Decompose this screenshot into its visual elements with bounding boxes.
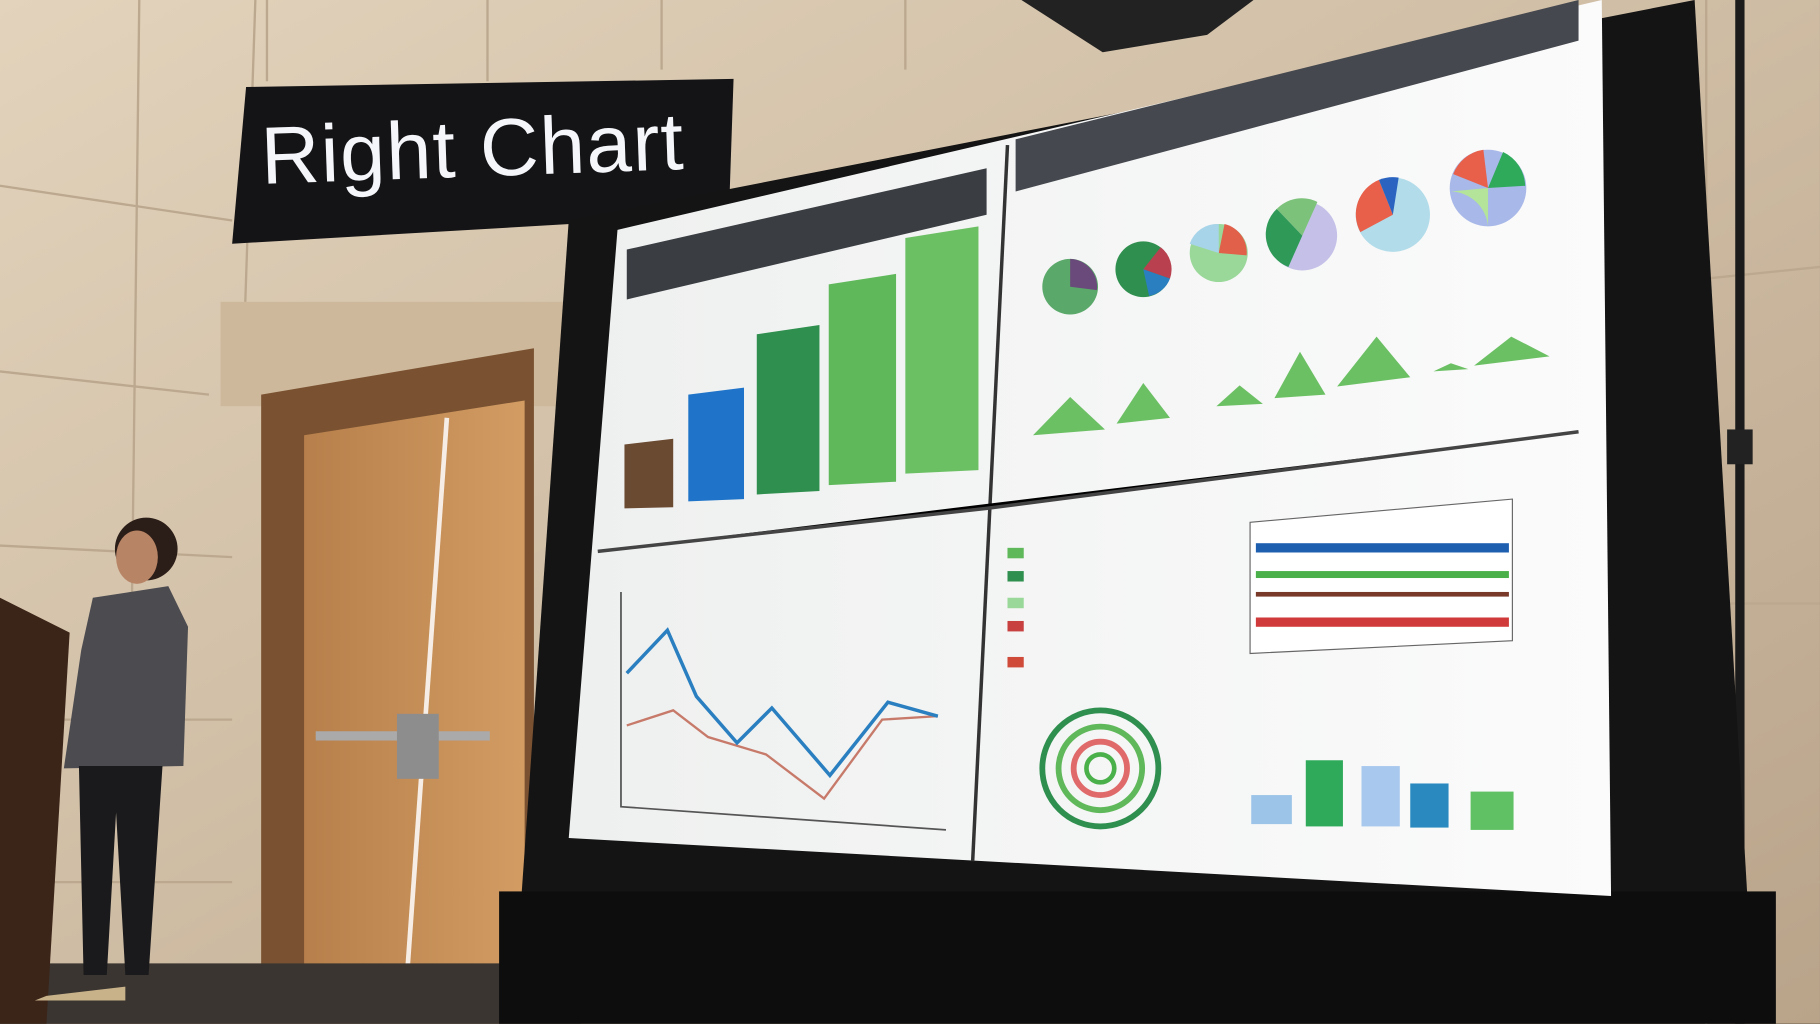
- divider-horizontal: [597, 430, 1579, 554]
- area-peak: [1474, 336, 1550, 366]
- banner: [232, 78, 734, 244]
- panel-header-left: [626, 168, 987, 300]
- line-chart-axes: [620, 591, 947, 831]
- door-lock: [396, 713, 439, 779]
- bar: [624, 438, 674, 509]
- bar: [1361, 766, 1400, 827]
- area-peak: [1337, 336, 1411, 387]
- area-peak: [1274, 351, 1326, 399]
- area-peak: [1433, 363, 1469, 372]
- screen-stand-pole: [1735, 0, 1745, 1024]
- panel-header-right: [1015, 0, 1579, 192]
- bar: [688, 387, 745, 502]
- banner-title: Right Chart: [259, 96, 686, 202]
- series-line-blue: [625, 627, 939, 779]
- bar: [1305, 760, 1343, 827]
- pie-charts: [1042, 149, 1527, 315]
- radial-chart: [1039, 707, 1162, 830]
- area-peak: [1216, 385, 1263, 407]
- area-peak: [1033, 396, 1105, 436]
- divider-vertical: [970, 145, 1010, 862]
- door[interactable]: [304, 400, 525, 987]
- line-chart: [620, 591, 947, 831]
- door-light-strip: [403, 417, 450, 987]
- screen-skirt: [499, 891, 1776, 1024]
- bar: [756, 324, 820, 495]
- legend-list: [1007, 547, 1024, 668]
- bar: [905, 226, 979, 474]
- heatmap-panel: [1249, 498, 1513, 655]
- stand-clamp: [1727, 429, 1753, 465]
- bar: [1470, 791, 1514, 830]
- podium: [0, 597, 70, 1024]
- presenter: [34, 517, 189, 1001]
- series-line-red: [626, 709, 938, 801]
- bar-chart: [624, 226, 979, 509]
- area-peak: [1116, 383, 1170, 424]
- bar: [1251, 795, 1292, 825]
- bar: [1410, 783, 1449, 828]
- bar: [828, 273, 897, 486]
- bottom-bar-chart: [1251, 760, 1514, 830]
- area-chart: [1033, 336, 1550, 436]
- ceiling-projector: [1021, 0, 1254, 53]
